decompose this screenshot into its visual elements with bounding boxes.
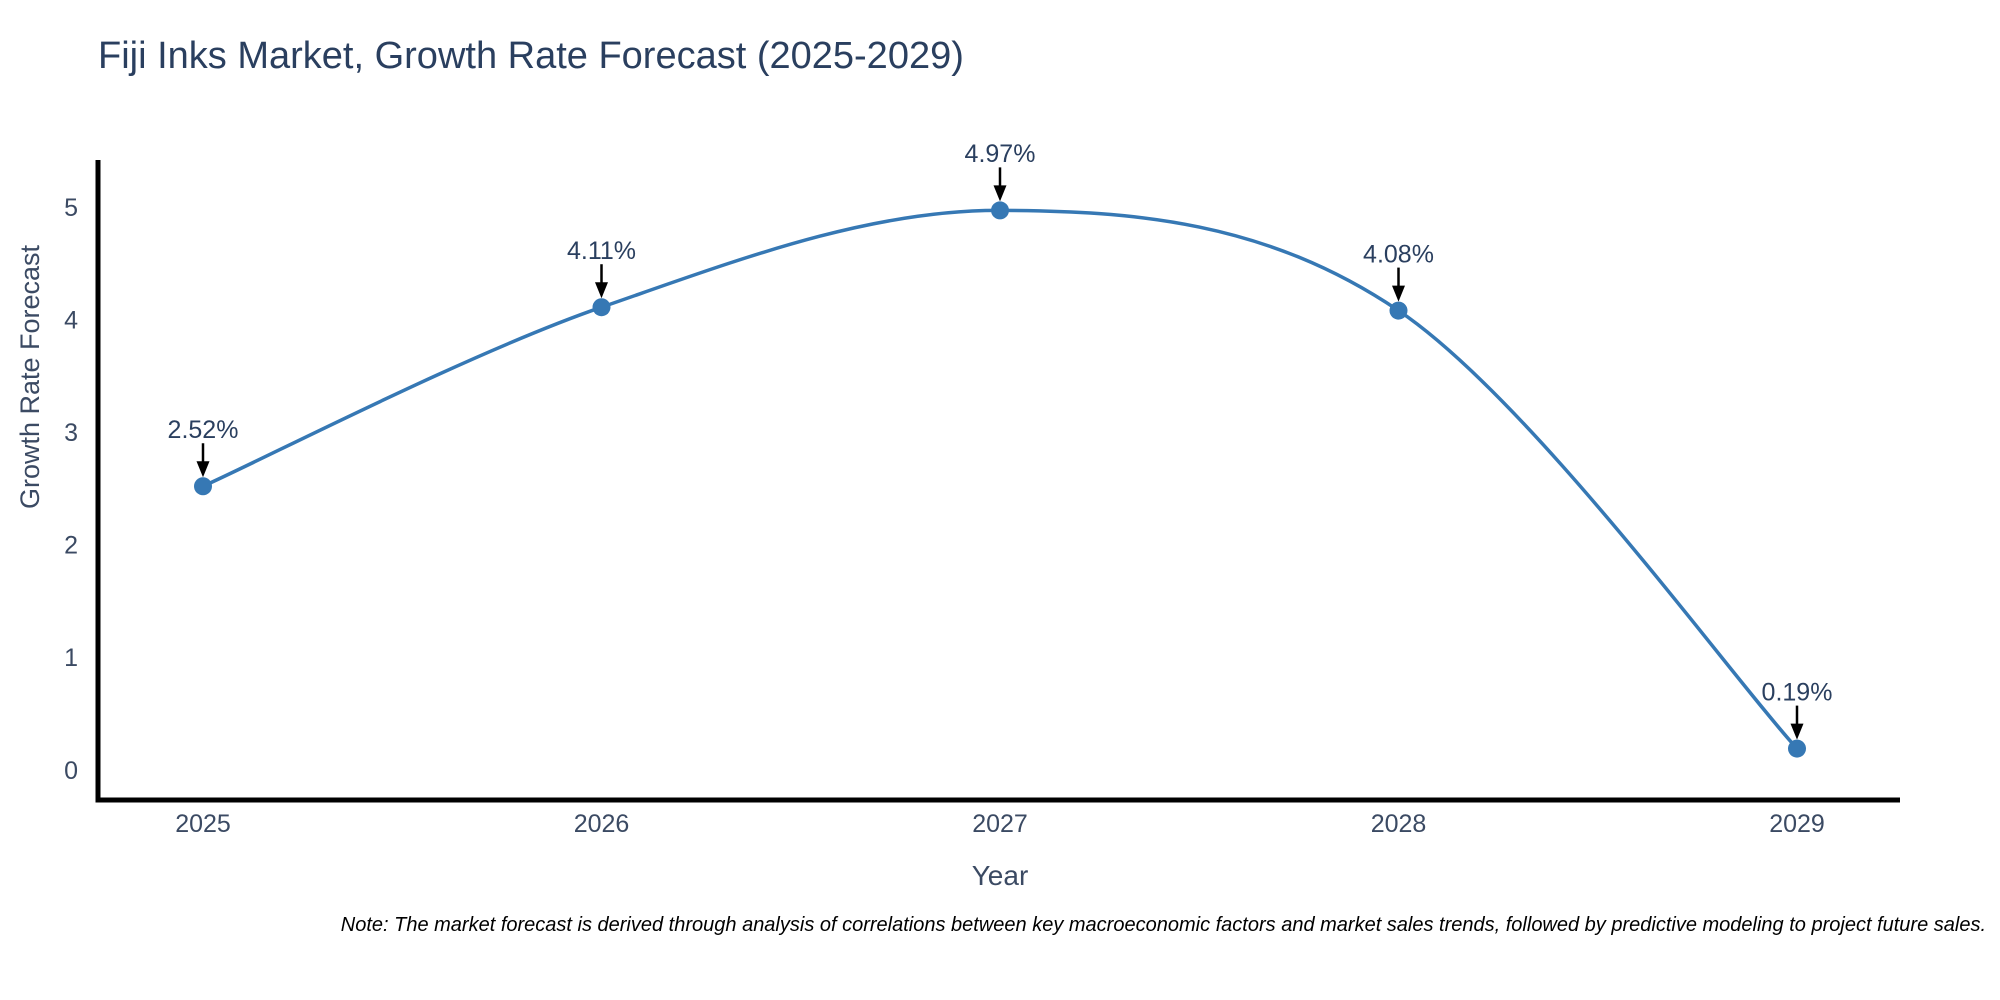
annotation-arrowhead: [595, 282, 608, 299]
x-tick-label: 2027: [972, 810, 1028, 838]
data-point-marker[interactable]: [991, 201, 1009, 220]
x-axis-title: Year: [971, 860, 1029, 891]
annotation-arrowhead: [1392, 285, 1405, 302]
x-tick-label: 2028: [1371, 810, 1427, 838]
y-tick-label: 1: [64, 644, 78, 672]
x-tick-label: 2025: [175, 810, 231, 838]
annotation-arrowhead: [993, 185, 1007, 202]
annotation-label: 4.11%: [567, 237, 636, 265]
y-tick-label: 0: [64, 757, 78, 785]
data-point-marker[interactable]: [592, 298, 611, 317]
y-tick-label: 5: [64, 194, 78, 222]
data-point-marker[interactable]: [194, 477, 212, 496]
data-point-marker[interactable]: [1389, 301, 1408, 320]
annotation-arrowhead: [1790, 723, 1804, 740]
y-tick-label: 2: [64, 532, 78, 560]
annotation-label: 4.08%: [1363, 240, 1434, 268]
y-tick-label: 4: [64, 306, 78, 334]
footnote: Note: The market forecast is derived thr…: [340, 914, 1986, 936]
y-tick-label: 3: [64, 419, 78, 447]
annotation-arrowhead: [196, 461, 210, 478]
data-point-marker[interactable]: [1788, 739, 1806, 758]
annotation-label: 4.97%: [965, 140, 1036, 168]
annotation-label: 2.52%: [168, 416, 239, 444]
chart-title: Fiji Inks Market, Growth Rate Forecast (…: [98, 35, 964, 77]
x-tick-label: 2026: [574, 810, 630, 838]
annotation-label: 0.19%: [1762, 678, 1833, 706]
x-tick-label: 2029: [1769, 810, 1825, 838]
forecast-line: [201, 208, 1799, 751]
